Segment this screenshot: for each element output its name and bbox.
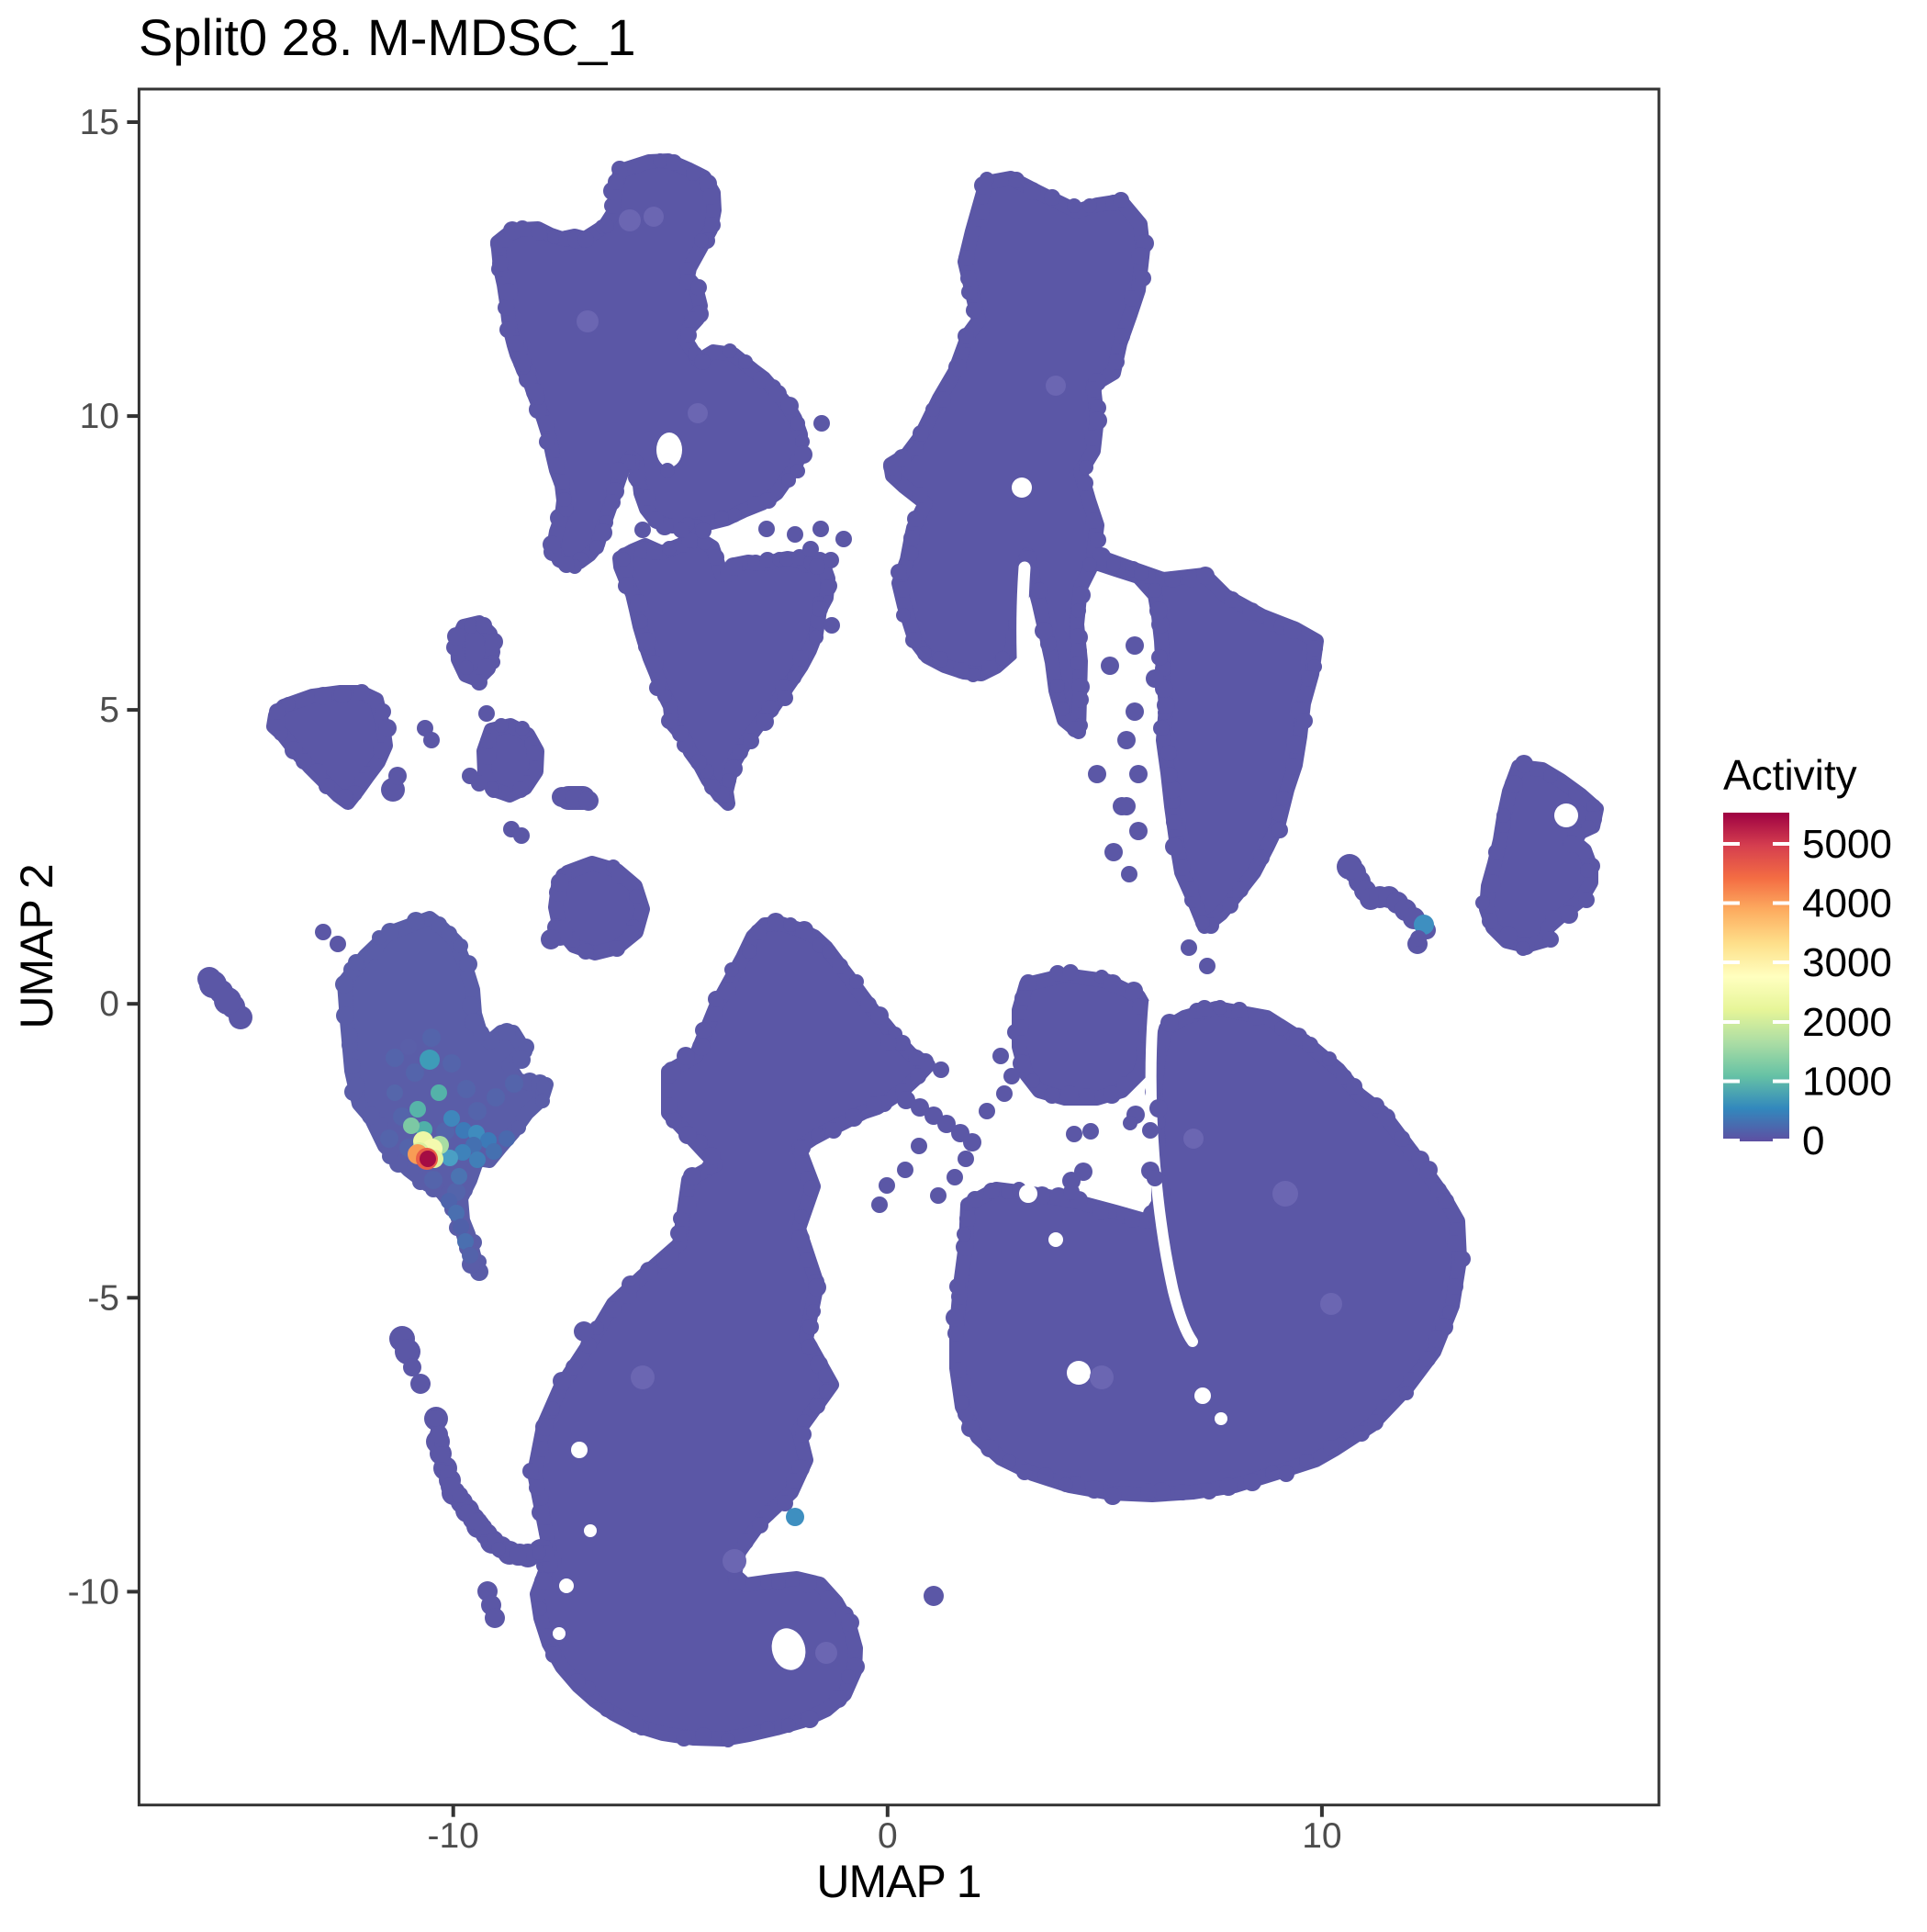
svg-text:3000: 3000 xyxy=(1802,940,1892,985)
svg-text:10: 10 xyxy=(80,397,119,436)
svg-text:0: 0 xyxy=(1802,1118,1824,1163)
svg-text:15: 15 xyxy=(80,103,119,142)
svg-text:2000: 2000 xyxy=(1802,1000,1892,1045)
svg-text:-10: -10 xyxy=(428,1816,479,1856)
svg-text:-10: -10 xyxy=(68,1572,119,1612)
svg-text:5000: 5000 xyxy=(1802,822,1892,867)
svg-text:0: 0 xyxy=(878,1816,898,1856)
svg-text:UMAP 1: UMAP 1 xyxy=(816,1856,980,1907)
svg-text:5: 5 xyxy=(99,691,119,730)
svg-text:0: 0 xyxy=(99,984,119,1024)
svg-text:4000: 4000 xyxy=(1802,882,1892,927)
svg-text:10: 10 xyxy=(1302,1816,1341,1856)
svg-text:-5: -5 xyxy=(87,1278,119,1318)
svg-text:1000: 1000 xyxy=(1802,1060,1892,1105)
svg-text:Activity: Activity xyxy=(1723,751,1857,799)
svg-text:UMAP 2: UMAP 2 xyxy=(11,864,62,1028)
svg-text:Split0 28. M-MDSC_1: Split0 28. M-MDSC_1 xyxy=(139,8,636,66)
